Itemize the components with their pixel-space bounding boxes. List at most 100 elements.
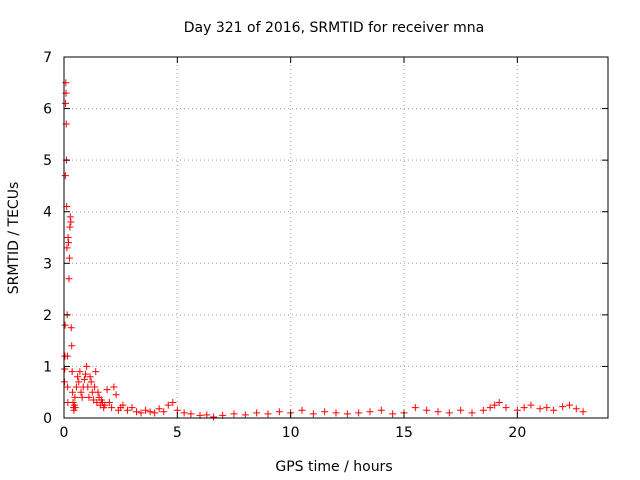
data-point [65,275,73,283]
data-point [479,406,487,414]
data-point [160,408,168,416]
data-point [203,411,211,419]
data-point [298,406,306,414]
data-point [64,383,72,391]
data-point [86,373,94,381]
data-point [67,218,75,226]
data-point [142,406,150,414]
data-point [94,388,102,396]
data-point [112,391,120,399]
data-point [71,393,79,401]
x-tick-label: 15 [395,425,413,441]
data-point [65,239,73,247]
x-tick-label: 20 [508,425,526,441]
data-point [169,399,177,407]
data-point [92,368,100,376]
y-tick-label: 7 [43,50,52,66]
data-point [91,383,99,391]
data-point [63,352,71,360]
data-point [155,405,163,413]
y-tick-label: 1 [43,359,52,375]
data-point [82,370,90,378]
data-point [108,404,116,412]
data-point [74,373,82,381]
data-point [63,244,71,252]
data-point [230,410,238,418]
data-point [69,388,77,396]
data-point [502,404,510,412]
axis-ticks: 0 5 10 15 20 0 1 2 3 4 5 6 7 [43,50,608,441]
data-point [103,386,111,394]
data-point [355,409,363,417]
data-point [241,411,249,419]
data-point [536,405,544,413]
data-point [253,409,261,417]
y-tick-label: 3 [43,256,52,272]
data-point [411,404,419,412]
data-point [543,404,551,412]
data-point [486,404,494,412]
y-tick-label: 6 [43,102,52,118]
x-tick-label: 0 [60,425,69,441]
data-point [321,408,329,416]
data-point [133,408,141,416]
grid-lines [64,57,608,418]
data-point [80,375,88,383]
data-point [579,408,587,416]
data-point [495,399,503,407]
data-point [377,406,385,414]
data-point [119,401,127,409]
data-point [264,410,272,418]
data-point [61,172,69,180]
data-point [71,404,79,412]
data-point [151,409,159,417]
data-point [366,408,374,416]
data-point [101,401,109,409]
x-tick-label: 10 [282,425,300,441]
data-point [68,342,76,350]
data-point [520,404,528,412]
x-tick-label: 5 [173,425,182,441]
data-point [128,404,136,412]
data-point [67,324,75,332]
data-point [61,321,69,329]
data-point [87,378,95,386]
data-point [210,413,218,421]
data-point [572,405,580,413]
data-point [309,410,317,418]
data-point [275,408,283,416]
data-point [105,399,113,407]
data-point [180,409,188,417]
data-point [434,408,442,416]
y-tick-label: 4 [43,205,52,221]
data-point [187,410,195,418]
data-point [85,393,93,401]
data-point [445,409,453,417]
data-point [72,383,80,391]
data-points [60,79,587,421]
data-point [146,408,154,416]
y-tick-label: 0 [43,411,52,427]
y-tick-label: 2 [43,308,52,324]
data-point [457,406,465,414]
data-point [78,393,86,401]
data-point [491,401,499,409]
data-point [83,362,91,370]
data-point [123,406,131,414]
data-point [76,368,84,376]
data-point [389,410,397,418]
data-point [110,383,118,391]
data-point [559,403,567,411]
data-point [565,401,573,409]
data-point [66,223,74,231]
data-point [423,406,431,414]
data-point [65,254,73,262]
data-point [164,401,172,409]
x-axis-label: GPS time / hours [275,459,392,475]
data-point [332,409,340,417]
data-point [527,401,535,409]
data-point [77,388,85,396]
data-point [550,406,558,414]
